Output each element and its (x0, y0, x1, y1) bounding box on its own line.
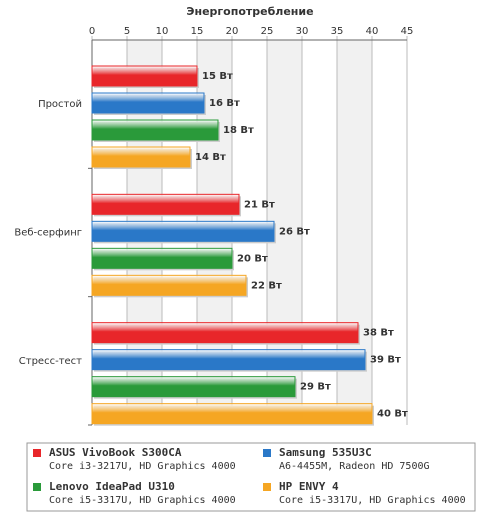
legend-swatch (263, 483, 271, 491)
bar (91, 220, 275, 242)
value-label: 26 Вт (279, 226, 310, 237)
value-label: 40 Вт (377, 409, 408, 420)
value-label: 29 Вт (300, 382, 331, 393)
bar (91, 247, 233, 269)
bar (91, 92, 205, 114)
bar (91, 349, 366, 371)
value-label: 21 Вт (244, 199, 275, 210)
x-tick-label: 20 (226, 26, 239, 37)
x-tick-label: 30 (296, 26, 309, 37)
value-label: 38 Вт (363, 328, 394, 339)
legend-description: A6-4455M, Radeon HD 7500G (279, 461, 430, 472)
value-label: 39 Вт (370, 355, 401, 366)
legend-description: Core i5-3317U, HD Graphics 4000 (279, 495, 466, 506)
bar (91, 193, 240, 215)
x-tick-label: 0 (89, 26, 95, 37)
legend-name: Lenovo IdeaPad U310 (49, 480, 175, 493)
legend-swatch (263, 449, 271, 457)
chart-title: Энергопотребление (186, 5, 313, 18)
legend-swatch (33, 483, 41, 491)
x-tick-label: 45 (401, 26, 414, 37)
bar (91, 119, 219, 141)
bar (91, 322, 359, 344)
x-tick-label: 25 (261, 26, 274, 37)
legend-swatch (33, 449, 41, 457)
bar (91, 274, 247, 296)
value-label: 18 Вт (223, 125, 254, 136)
value-label: 14 Вт (195, 152, 226, 163)
legend-box (26, 442, 476, 512)
y-tick-label: Стресс-тест (19, 356, 82, 367)
value-label: 20 Вт (237, 253, 268, 264)
x-tick-label: 40 (366, 26, 379, 37)
x-tick-label: 10 (156, 26, 169, 37)
legend-description: Core i5-3317U, HD Graphics 4000 (49, 495, 236, 506)
legend-description: Core i3-3217U, HD Graphics 4000 (49, 461, 236, 472)
y-tick-label: Веб-серфинг (14, 228, 82, 239)
bar (91, 403, 373, 425)
value-label: 22 Вт (251, 280, 282, 291)
x-tick-label: 15 (191, 26, 204, 37)
y-tick-label: Простой (38, 99, 82, 110)
value-label: 15 Вт (202, 71, 233, 82)
legend-name: HP ENVY 4 (279, 480, 339, 493)
bar (91, 146, 191, 168)
x-tick-label: 35 (331, 26, 344, 37)
legend-name: Samsung 535U3C (279, 446, 372, 459)
bar (91, 376, 296, 398)
x-tick-label: 5 (124, 26, 130, 37)
legend-name: ASUS VivoBook S300CA (49, 446, 182, 459)
value-label: 16 Вт (209, 98, 240, 109)
bar (91, 65, 198, 87)
